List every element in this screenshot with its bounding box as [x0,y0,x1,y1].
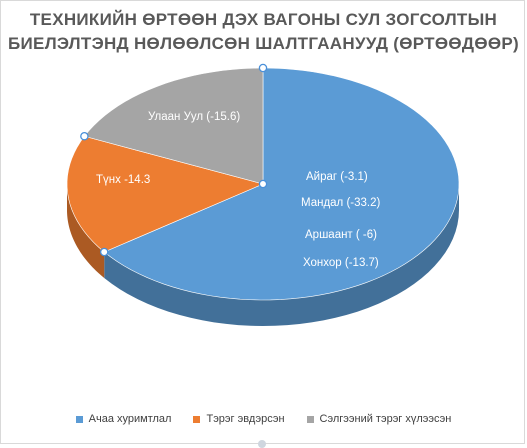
pie-side-walls [67,184,459,326]
legend-item-0: Ачаа хуримтлал [75,413,172,425]
selection-handle-1 [99,247,109,257]
legend-swatch-2 [306,415,314,423]
chart-title-line-1: ТЕХНИКИЙН ӨРТӨӨН ДЭХ ВАГОНЫ СУЛ ЗОГСОЛТЫ… [29,10,498,29]
legend-swatch-1 [193,415,201,423]
legend-label-2: Сэлгээний тэрэг хүлээсэн [319,413,452,425]
chart-title: ТЕХНИКИЙН ӨРТӨӨН ДЭХ ВАГОНЫ СУЛ ЗОГСОЛТЫ… [0,8,527,56]
legend-item-1: Тэрэг эвдэрсэн [193,413,285,425]
pie-slice-side-1 [67,184,105,279]
data-label-0-0: Айраг (-3.1) [306,171,368,183]
selection-handle-3 [258,63,268,73]
chart-legend: Ачаа хуримтлал Тэрэг эвдэрсэн Сэлгээний … [0,413,527,425]
selection-handle-2 [80,131,89,141]
data-label-0-3: Хонхор (-13.7) [303,257,379,269]
data-label-1-0: Түнх -14.3 [96,174,150,186]
chart-title-line-2: БИЕЛЭЛТЭНД НӨЛӨӨЛСӨН ШАЛТГААНУУД (ӨРТӨӨД… [8,34,519,53]
data-label-0-1: Мандал (-33.2) [301,197,381,209]
pie-slice-1 [66,135,264,253]
pie-slice-0 [103,67,460,301]
pie-slice-side-0 [104,184,459,326]
selection-handle-0 [258,179,268,189]
legend-label-1: Тэрэг эвдэрсэн [206,413,285,425]
data-label-0-2: Аршаант ( -6) [305,229,377,241]
pie-slice-2 [83,67,264,185]
data-label-2-0: Улаан Уул (-15.6) [148,111,240,123]
resize-handle-bottom[interactable] [258,440,266,448]
legend-swatch-0 [75,415,83,423]
pie-top [66,67,460,301]
legend-label-0: Ачаа хуримтлал [88,413,172,425]
legend-item-2: Сэлгээний тэрэг хүлээсэн [306,413,452,425]
